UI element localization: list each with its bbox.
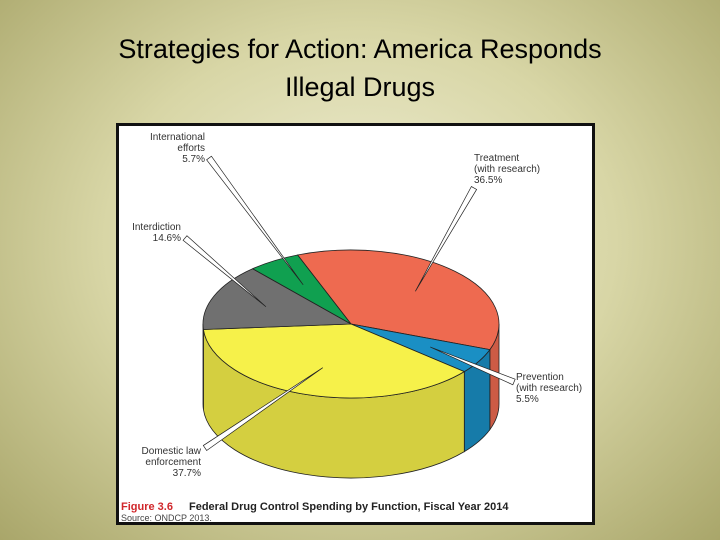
pie-label-prevention-line-2: (with research) bbox=[516, 383, 582, 394]
leader-line-international bbox=[206, 155, 304, 286]
slide-title-line-2: Illegal Drugs bbox=[284, 72, 436, 102]
slide-title: Strategies for Action: America Responds … bbox=[0, 30, 720, 106]
pie-chart: Treatment(with research)36.5%Prevention(… bbox=[121, 132, 582, 522]
figure-caption-title: Federal Drug Control Spending by Functio… bbox=[189, 501, 509, 513]
pie-slice-domestic bbox=[202, 323, 466, 399]
pie-label-domestic-line-2: enforcement bbox=[145, 457, 201, 468]
pie-value-prevention: 5.5% bbox=[516, 394, 539, 405]
pie-label-prevention-line-1: Prevention bbox=[516, 372, 564, 383]
pie-label-domestic-line-1: Domestic law bbox=[142, 446, 202, 457]
figure-panel: Treatment (with research) 36.5% Prevention(… bbox=[116, 123, 595, 525]
pie-tops bbox=[202, 249, 500, 399]
pie-slice-international bbox=[251, 254, 352, 325]
pie-label-international-line-2: efforts bbox=[177, 143, 205, 154]
pie-leader-lines bbox=[182, 155, 516, 451]
slide-title-line-1: Strategies for Action: America Responds bbox=[118, 34, 602, 64]
pie-label-treatment-line-1: Treatment bbox=[474, 153, 519, 164]
figure-source: Source: ONDCP 2013. bbox=[121, 513, 212, 522]
pie-label-treatment-line-2: (with research) bbox=[474, 164, 540, 175]
leader-line-domestic bbox=[202, 367, 323, 451]
pie-labels: Treatment(with research)36.5%Prevention(… bbox=[132, 132, 582, 479]
pie-sides bbox=[202, 323, 500, 479]
pie-slice-treatment bbox=[296, 249, 500, 351]
pie-value-interdiction: 14.6% bbox=[153, 233, 181, 244]
figure-number: Figure 3.6 bbox=[121, 501, 173, 513]
pie-value-domestic: 37.7% bbox=[173, 468, 201, 479]
leader-line-prevention bbox=[430, 346, 516, 386]
leader-line-treatment bbox=[415, 186, 478, 292]
pie-value-international: 5.7% bbox=[182, 154, 205, 165]
leader-line-interdiction bbox=[182, 235, 267, 308]
pie-value-treatment: 36.5% bbox=[474, 175, 502, 186]
pie-label-interdiction-line-1: Interdiction bbox=[132, 222, 181, 233]
pie-label-international-line-1: International bbox=[150, 132, 205, 143]
